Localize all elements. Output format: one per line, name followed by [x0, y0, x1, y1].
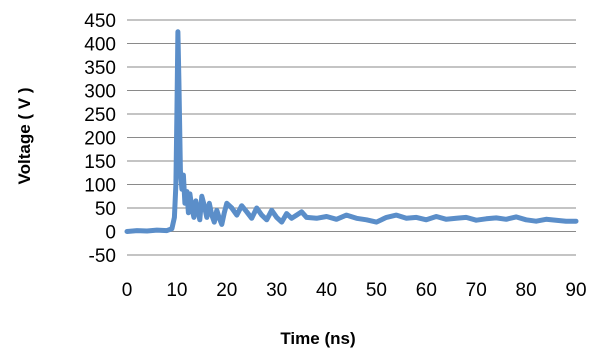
x-tick-label: 90 — [565, 280, 586, 301]
y-tick-label: -50 — [89, 246, 116, 267]
x-axis-title: Time (ns) — [280, 329, 355, 348]
y-tick-label: 450 — [84, 11, 116, 32]
y-tick-label: 0 — [105, 223, 116, 244]
x-tick-label: 30 — [266, 280, 287, 301]
y-tick-label: 150 — [84, 152, 116, 173]
x-tick-label: 20 — [216, 280, 237, 301]
y-tick-label: 400 — [84, 35, 116, 56]
y-tick-label: 300 — [84, 82, 116, 103]
y-tick-label: 50 — [95, 199, 116, 220]
x-tick-label: 60 — [416, 280, 437, 301]
y-tick-label: 100 — [84, 176, 116, 197]
x-tick-label: 0 — [122, 280, 133, 301]
y-tick-label: 200 — [84, 129, 116, 150]
voltage-series-line — [124, 29, 579, 234]
x-tick-label: 40 — [316, 280, 337, 301]
x-tick-labels: 0 10 20 30 40 50 60 70 80 90 — [122, 280, 587, 301]
y-tick-label: 250 — [84, 105, 116, 126]
y-tick-label: 350 — [84, 58, 116, 79]
x-tick-label: 10 — [166, 280, 187, 301]
x-tick-label: 70 — [466, 280, 487, 301]
x-tick-label: 50 — [366, 280, 387, 301]
y-axis-title: Voltage ( V ) — [15, 88, 34, 185]
x-tick-label: 80 — [516, 280, 537, 301]
